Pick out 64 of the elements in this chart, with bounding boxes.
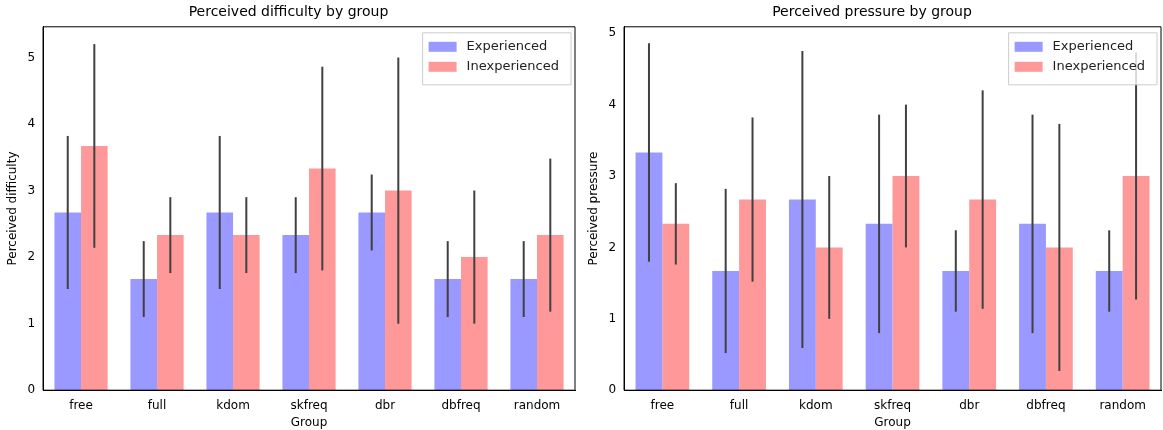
- x-tick-label: dbr: [959, 397, 980, 412]
- chart-title: Perceived difficulty by group: [188, 3, 389, 20]
- bar: [282, 235, 310, 391]
- bar: [942, 270, 970, 391]
- x-axis-title: Group: [290, 414, 328, 429]
- bar: [739, 199, 766, 391]
- y-axis-title: Perceived difficulty: [5, 151, 20, 266]
- x-tick-label: skfreq: [873, 397, 912, 412]
- y-tick-label: 4: [608, 96, 617, 111]
- chart-title: Perceived pressure by group: [772, 3, 972, 20]
- y-tick-label: 4: [27, 116, 36, 131]
- x-tick-label: free: [650, 397, 675, 412]
- y-tick-label: 5: [608, 25, 617, 40]
- y-tick-label: 1: [27, 315, 36, 330]
- bar: [206, 212, 234, 391]
- x-axis-title: Group: [874, 414, 911, 429]
- x-tick-label: dbfreq: [441, 397, 481, 412]
- legend-label: Inexperienced: [1052, 58, 1146, 74]
- bar: [1122, 176, 1150, 391]
- bar: [130, 279, 158, 391]
- y-tick-label: 3: [608, 168, 617, 183]
- bar: [1045, 247, 1073, 391]
- bar: [1019, 223, 1046, 391]
- y-tick-label: 2: [27, 249, 36, 264]
- y-tick-label: 5: [27, 49, 36, 64]
- bar: [510, 279, 537, 391]
- x-tick-label: full: [147, 397, 167, 412]
- x-tick-label: free: [69, 397, 93, 412]
- x-tick-label: dbr: [374, 397, 396, 412]
- bar: [309, 168, 336, 391]
- y-tick-label: 0: [27, 382, 36, 397]
- bar: [1095, 270, 1123, 391]
- legend-label: Inexperienced: [466, 58, 560, 74]
- y-tick-label: 2: [608, 239, 617, 254]
- bar: [815, 247, 843, 391]
- y-tick-label: 0: [608, 382, 617, 397]
- y-axis-title: Perceived pressure: [586, 151, 601, 266]
- x-tick-label: dbfreq: [1026, 397, 1066, 412]
- bar: [434, 279, 462, 391]
- legend-label: Experienced: [466, 38, 548, 54]
- x-tick-label: full: [729, 397, 749, 412]
- bar: [358, 212, 386, 391]
- x-tick-label: skfreq: [290, 397, 328, 412]
- bar: [788, 199, 816, 391]
- bar: [662, 223, 690, 391]
- bar: [892, 176, 920, 391]
- y-tick-label: 1: [608, 310, 617, 325]
- bar: [233, 235, 260, 391]
- x-tick-label: kdom: [216, 397, 250, 412]
- x-tick-label: random: [513, 397, 561, 412]
- bar: [635, 152, 663, 391]
- bar: [461, 257, 488, 391]
- x-tick-label: kdom: [799, 397, 833, 412]
- x-tick-label: random: [1099, 397, 1146, 412]
- bar: [865, 223, 893, 391]
- bar: [385, 190, 412, 391]
- bar: [537, 235, 564, 391]
- bar: [54, 212, 82, 391]
- bar: [712, 270, 740, 391]
- bar: [157, 235, 184, 391]
- bar: [81, 145, 108, 391]
- y-tick-label: 3: [27, 182, 36, 197]
- legend-label: Experienced: [1052, 38, 1134, 54]
- bar: [969, 199, 997, 391]
